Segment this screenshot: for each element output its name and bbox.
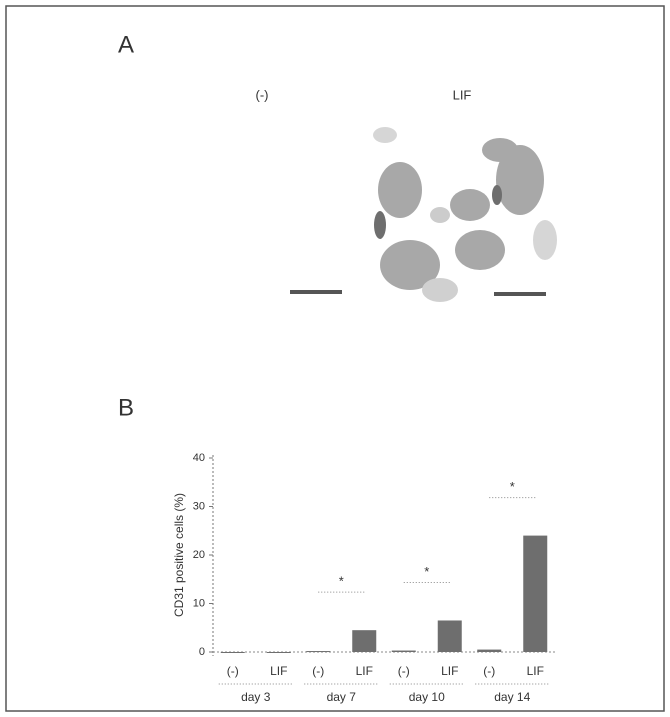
bar <box>438 620 462 652</box>
bar <box>352 630 376 652</box>
group-label: day 10 <box>409 690 445 704</box>
group-label: day 7 <box>327 690 357 704</box>
figure: A (-) LIF B CD31 positive cells (%) 0 10 2… <box>0 0 670 717</box>
annotation: * <box>339 574 344 589</box>
x-tick-label: LIF <box>527 664 544 678</box>
bar <box>306 651 330 652</box>
page: A (-) LIF B CD31 positive cells (%) 0 10 2… <box>0 0 670 717</box>
bar <box>477 650 501 652</box>
x-tick-label: LIF <box>441 664 458 678</box>
x-tick-label: LIF <box>270 664 287 678</box>
bar <box>221 652 245 653</box>
y-tick-label: 30 <box>193 500 205 512</box>
y-tick-label: 20 <box>193 549 205 561</box>
bar <box>523 536 547 652</box>
y-axis-title: CD31 positive cells (%) <box>172 493 186 617</box>
annotation: * <box>510 479 515 494</box>
column-label: LIF <box>453 87 472 102</box>
annotation: * <box>424 564 429 579</box>
x-tick-label: LIF <box>356 664 373 678</box>
x-tick-label: (-) <box>398 664 410 678</box>
x-tick-label: (-) <box>227 664 239 678</box>
y-tick-label: 0 <box>199 646 205 658</box>
column-label: (-) <box>256 87 269 102</box>
bar <box>267 652 291 653</box>
panel-label: B <box>118 394 134 421</box>
bar <box>392 651 416 652</box>
x-tick-label: (-) <box>483 664 495 678</box>
y-tick-label: 10 <box>193 597 205 609</box>
micrograph <box>373 127 557 302</box>
frame <box>6 6 664 711</box>
group-label: day 3 <box>241 690 271 704</box>
panel-label: A <box>118 31 134 58</box>
y-tick-label: 40 <box>193 452 205 464</box>
group-label: day 14 <box>494 690 530 704</box>
x-tick-label: (-) <box>312 664 324 678</box>
